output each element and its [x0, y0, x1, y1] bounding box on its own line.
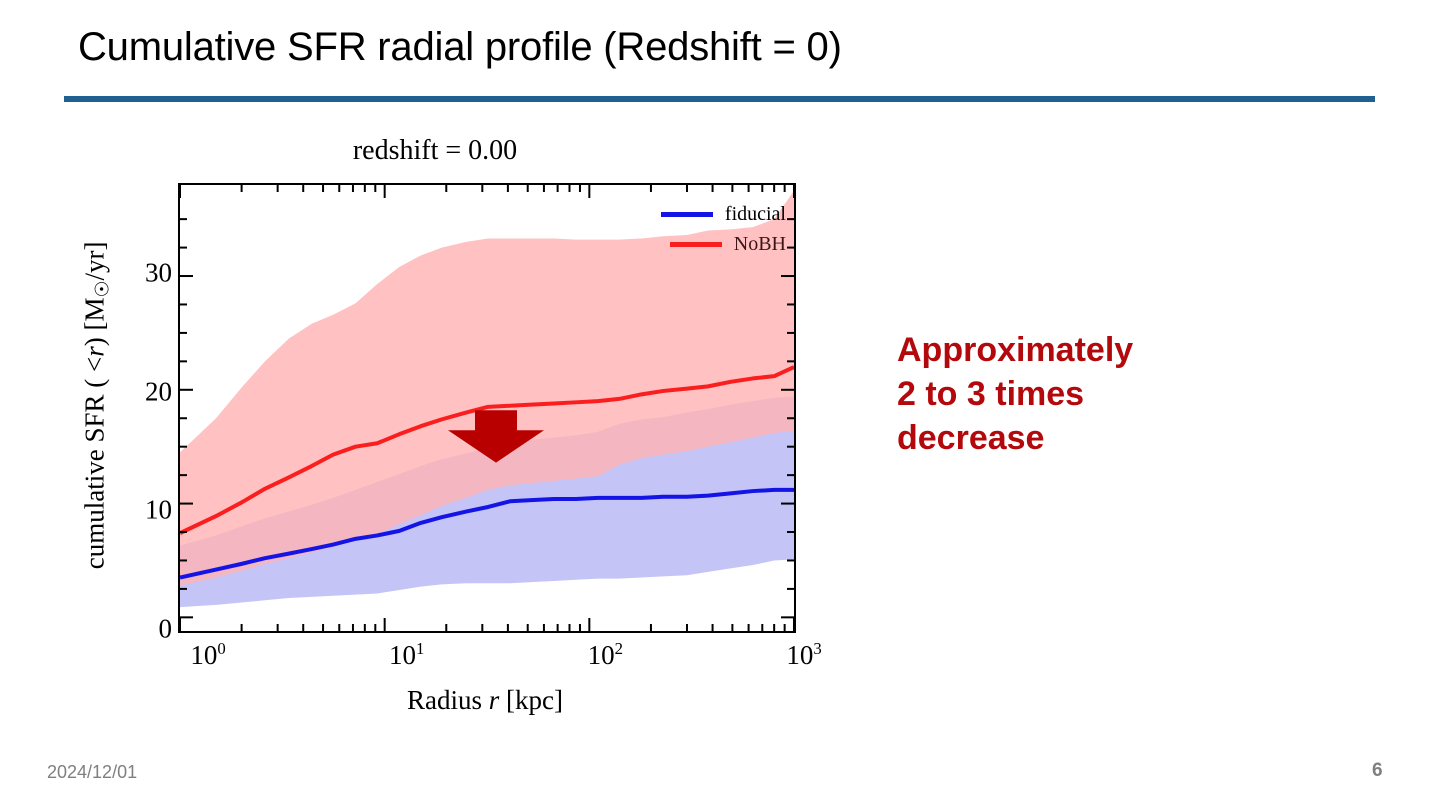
annotation-line-3: decrease	[897, 419, 1045, 458]
footer-page-number: 6	[1372, 760, 1383, 781]
y-tick-0: 0	[158, 613, 173, 644]
x-tick-1e3: 103	[786, 639, 822, 670]
x-tick-1e2: 102	[587, 639, 623, 670]
axis-tick-marks	[180, 185, 794, 631]
down-arrow-annotation	[448, 410, 544, 463]
legend-label-nobh: NoBH	[733, 232, 786, 255]
down-arrow-icon	[448, 410, 544, 463]
annotation-line-2: 2 to 3 times	[897, 375, 1085, 414]
legend-swatch-nobh	[669, 241, 722, 247]
y-tick-10: 10	[145, 494, 172, 525]
chart-title: redshift = 0.00	[352, 135, 518, 166]
plot-area: fiducial NoBH	[178, 183, 796, 633]
footer-date: 2024/12/01	[47, 762, 138, 782]
y-tick-30: 30	[145, 257, 172, 288]
legend-label-fiducial: fiducial	[724, 202, 786, 225]
annotation-text: Approximately 2 to 3 times decrease	[897, 328, 1317, 461]
legend-item-nobh: NoBH	[661, 229, 786, 259]
line-fiducial	[180, 487, 794, 580]
title-divider	[64, 96, 1375, 102]
chart-legend: fiducial NoBH	[660, 199, 786, 259]
y-tick-20: 20	[145, 376, 172, 407]
legend-swatch-fiducial	[660, 211, 713, 217]
chart-figure: redshift = 0.00 cumulative SFR ( <r) [M☉…	[40, 125, 860, 725]
annotation-line-1: Approximately	[897, 331, 1134, 369]
legend-item-fiducial: fiducial	[660, 199, 786, 229]
line-NoBH	[180, 365, 794, 535]
data-lines	[180, 365, 794, 580]
plot-svg	[180, 185, 794, 631]
x-axis-ticks: 100 101 102 103	[178, 639, 821, 679]
x-tick-1e0: 100	[190, 639, 226, 670]
y-axis-ticks: 0 10 20 30	[100, 183, 172, 643]
x-axis-title: Radius r [kpc]	[407, 685, 563, 715]
x-tick-1e1: 101	[389, 639, 425, 670]
band-NoBH	[180, 190, 794, 586]
page-title: Cumulative SFR radial profile (Redshift …	[78, 25, 842, 69]
uncertainty-bands	[180, 190, 794, 608]
